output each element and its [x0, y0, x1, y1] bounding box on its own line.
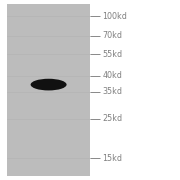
Ellipse shape — [31, 79, 67, 90]
Bar — [7, 4, 90, 176]
Text: 15kd: 15kd — [103, 154, 123, 163]
Text: 40kd: 40kd — [103, 71, 122, 80]
Text: 55kd: 55kd — [103, 50, 123, 59]
Text: 35kd: 35kd — [103, 87, 123, 96]
Text: 70kd: 70kd — [103, 31, 123, 40]
Text: 100kd: 100kd — [103, 12, 127, 21]
Text: 25kd: 25kd — [103, 114, 123, 123]
